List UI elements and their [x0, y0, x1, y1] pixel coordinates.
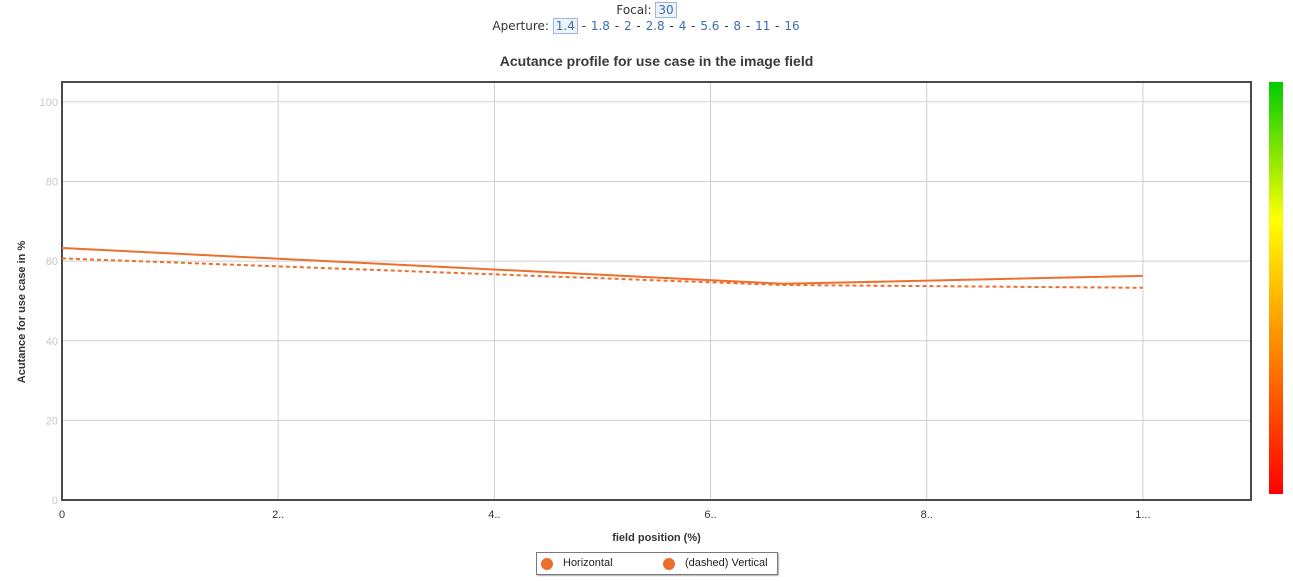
- aperture-option-16[interactable]: 16: [784, 19, 800, 33]
- aperture-separator: -: [669, 19, 674, 33]
- y-tick-label: 100: [40, 97, 58, 109]
- aperture-option-5-6[interactable]: 5.6: [700, 19, 720, 33]
- aperture-separator: -: [614, 19, 620, 33]
- aperture-option-2-8[interactable]: 2.8: [645, 19, 665, 33]
- x-tick-label: 6..: [704, 509, 716, 521]
- aperture-separator: -: [775, 19, 780, 33]
- y-tick-label: 20: [46, 415, 58, 427]
- aperture-separator: -: [745, 19, 751, 33]
- focal-row: Focal: 30: [0, 2, 1293, 18]
- color-scale-bar: [1269, 82, 1283, 494]
- aperture-option-2[interactable]: 2: [623, 19, 632, 33]
- aperture-separator: -: [581, 19, 587, 33]
- x-tick-label: 1...: [1135, 509, 1150, 521]
- legend-label-horizontal: Horizontal: [563, 557, 613, 569]
- chart-title: Acutance profile for use case in the ima…: [500, 53, 814, 69]
- x-axis-label: field position (%): [612, 532, 701, 544]
- series-line-vertical: [61, 257, 1143, 289]
- y-tick-label: 80: [46, 177, 58, 189]
- chart-legend: Horizontal (dashed) Vertical: [536, 552, 778, 575]
- aperture-option-1-4[interactable]: 1.4: [552, 18, 578, 34]
- lens-settings: Focal: 30 Aperture: 1.4 - 1.8 - 2 - 2.8 …: [0, 0, 1293, 34]
- y-axis-label: Acutance for use case in %: [16, 241, 28, 384]
- legend-marker-horizontal: [541, 557, 553, 570]
- focal-option[interactable]: 30: [655, 2, 677, 18]
- aperture-separator: -: [636, 19, 641, 33]
- focal-label: Focal:: [616, 3, 652, 17]
- aperture-option-1-8[interactable]: 1.8: [590, 19, 610, 33]
- x-tick-label: 8..: [921, 509, 933, 521]
- aperture-separator: -: [691, 19, 696, 33]
- legend-item-vertical[interactable]: (dashed) Vertical: [663, 556, 768, 571]
- aperture-separator: -: [724, 19, 729, 33]
- aperture-option-8[interactable]: 8: [733, 19, 742, 33]
- aperture-row: Aperture: 1.4 - 1.8 - 2 - 2.8 - 4 - 5.6 …: [0, 18, 1293, 34]
- series-line-horizontal: [61, 247, 1143, 285]
- y-tick-label: 40: [46, 336, 58, 348]
- plot-border: [61, 81, 1252, 501]
- aperture-option-4[interactable]: 4: [678, 19, 687, 33]
- x-tick-label: 4..: [488, 509, 500, 521]
- y-tick-label: 0: [52, 495, 58, 507]
- aperture-option-11[interactable]: 11: [755, 19, 771, 33]
- legend-label-vertical: (dashed) Vertical: [685, 557, 768, 569]
- x-tick-label: 0: [59, 509, 65, 521]
- y-tick-label: 60: [46, 256, 58, 268]
- plot-area: [62, 82, 1251, 500]
- x-tick-label: 2..: [272, 509, 284, 521]
- legend-item-horizontal[interactable]: Horizontal: [541, 556, 613, 571]
- legend-marker-vertical: [663, 557, 675, 570]
- aperture-label: Aperture:: [492, 19, 549, 33]
